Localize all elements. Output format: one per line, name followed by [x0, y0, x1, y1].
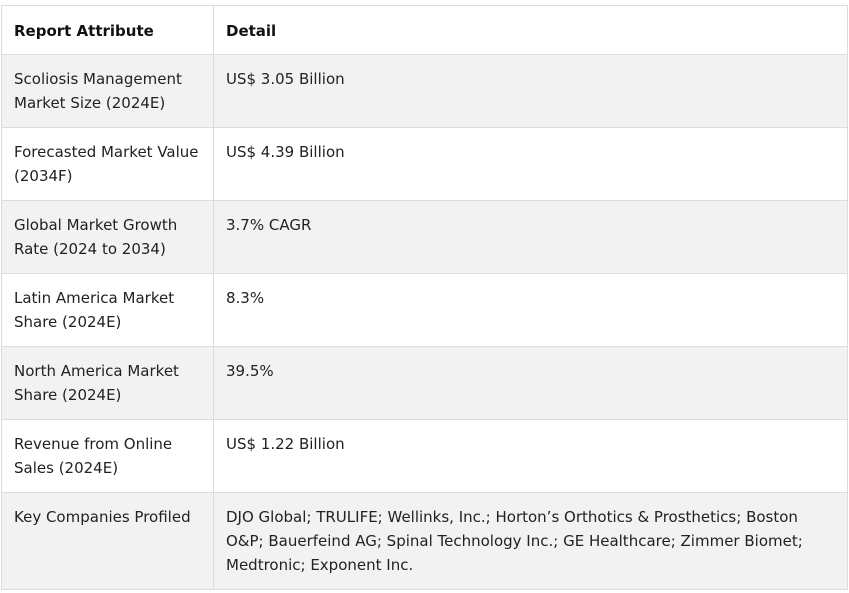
detail-cell: US$ 4.39 Billion [213, 127, 848, 201]
table-header: Report Attribute Detail [1, 5, 848, 55]
attribute-cell: Forecasted Market Value (2034F) [1, 127, 214, 201]
table-row: Latin America Market Share (2024E) 8.3% [1, 273, 848, 347]
detail-cell: 3.7% CAGR [213, 200, 848, 274]
attribute-cell: Revenue from Online Sales (2024E) [1, 419, 214, 493]
detail-cell: DJO Global; TRULIFE; Wellinks, Inc.; Hor… [213, 492, 848, 590]
table-row: North America Market Share (2024E) 39.5% [1, 346, 848, 420]
table-row: Forecasted Market Value (2034F) US$ 4.39… [1, 127, 848, 201]
header-report-attribute: Report Attribute [1, 5, 214, 55]
detail-cell: US$ 3.05 Billion [213, 54, 848, 128]
header-row: Report Attribute Detail [1, 5, 848, 55]
table-row: Scoliosis Management Market Size (2024E)… [1, 54, 848, 128]
attribute-cell: Latin America Market Share (2024E) [1, 273, 214, 347]
table-row: Key Companies Profiled DJO Global; TRULI… [1, 492, 848, 590]
detail-cell: 8.3% [213, 273, 848, 347]
attribute-cell: North America Market Share (2024E) [1, 346, 214, 420]
attribute-cell: Scoliosis Management Market Size (2024E) [1, 54, 214, 128]
report-attributes-table: Report Attribute Detail Scoliosis Manage… [1, 5, 848, 590]
detail-cell: US$ 1.22 Billion [213, 419, 848, 493]
table-row: Global Market Growth Rate (2024 to 2034)… [1, 200, 848, 274]
attribute-cell: Global Market Growth Rate (2024 to 2034) [1, 200, 214, 274]
table-body: Scoliosis Management Market Size (2024E)… [1, 54, 848, 590]
attribute-cell: Key Companies Profiled [1, 492, 214, 590]
header-detail: Detail [213, 5, 848, 55]
detail-cell: 39.5% [213, 346, 848, 420]
table-row: Revenue from Online Sales (2024E) US$ 1.… [1, 419, 848, 493]
